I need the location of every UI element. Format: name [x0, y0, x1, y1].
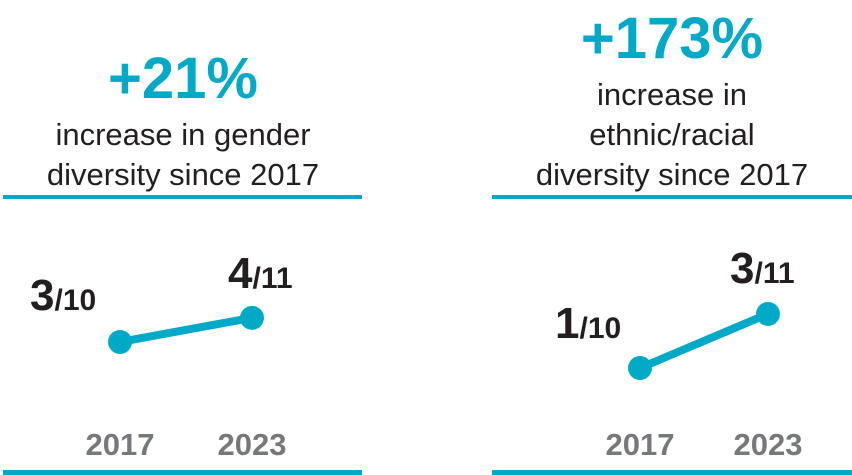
slash-denominator: /11: [754, 257, 794, 290]
fraction-label-2023: 3/11: [730, 244, 795, 293]
slash-denominator: /11: [252, 262, 292, 295]
slash-denominator: /10: [579, 312, 621, 345]
data-point-2017: [628, 356, 652, 380]
year-label: 2017: [86, 427, 155, 462]
bottom-divider: [3, 470, 362, 475]
fraction-label-2017: 1/10: [555, 299, 621, 348]
trend-line: [119, 313, 253, 346]
slash-denominator: /10: [54, 284, 96, 317]
data-point-2017: [108, 330, 132, 354]
caption-line: increase in gender: [55, 117, 310, 152]
headline-stat: +173%: [581, 6, 763, 71]
caption-line: ethnic/racial: [589, 117, 754, 152]
year-label: 2023: [218, 427, 287, 462]
top-divider: [492, 195, 852, 199]
bottom-divider: [492, 470, 852, 475]
numerator: 4: [228, 249, 253, 298]
numerator: 3: [730, 244, 754, 293]
top-divider: [3, 195, 362, 199]
caption-line: increase in: [597, 77, 747, 112]
trend-line: [638, 310, 770, 372]
caption-line: diversity since 2017: [536, 157, 808, 192]
numerator: 1: [555, 299, 579, 348]
headline-stat: +21%: [108, 46, 258, 111]
numerator: 3: [30, 271, 54, 320]
fraction-label-2023: 4/11: [228, 249, 293, 298]
year-label: 2017: [606, 427, 675, 462]
fraction-label-2017: 3/10: [30, 271, 96, 320]
caption-line: diversity since 2017: [47, 157, 319, 192]
year-label: 2023: [734, 427, 803, 462]
data-point-2023: [756, 301, 780, 326]
data-point-2023: [240, 305, 264, 330]
